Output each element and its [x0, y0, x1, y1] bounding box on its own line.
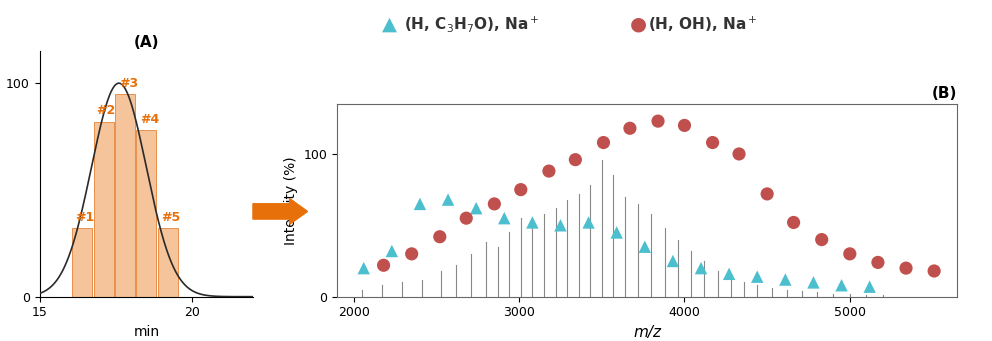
Point — [749, 274, 765, 279]
Point — [778, 277, 794, 282]
Point — [525, 220, 541, 225]
Point — [412, 201, 428, 207]
Text: (B): (B) — [931, 87, 957, 102]
Point — [731, 151, 747, 157]
Point — [693, 265, 709, 271]
Point — [541, 168, 557, 174]
Point — [580, 220, 596, 225]
Point — [567, 157, 583, 162]
Bar — [158, 228, 178, 297]
Point — [622, 125, 638, 131]
Text: ▲: ▲ — [382, 14, 397, 33]
Point — [458, 216, 474, 221]
Text: #4: #4 — [140, 113, 160, 126]
Text: #5: #5 — [162, 211, 181, 224]
Point — [356, 265, 372, 271]
X-axis label: m/z: m/z — [633, 325, 662, 340]
Bar — [94, 122, 113, 297]
Point — [486, 201, 502, 207]
Point — [609, 230, 625, 235]
Point — [786, 220, 802, 225]
Point — [704, 140, 720, 145]
Point — [404, 251, 420, 256]
Point — [595, 140, 611, 145]
Point — [637, 244, 653, 250]
Point — [553, 223, 568, 228]
Text: (H, OH), Na$^+$: (H, OH), Na$^+$ — [648, 14, 758, 33]
X-axis label: min: min — [133, 325, 160, 339]
Point — [898, 265, 914, 271]
Point — [721, 271, 737, 277]
Point — [842, 251, 858, 256]
Point — [496, 216, 512, 221]
Point — [376, 263, 392, 268]
Point — [665, 258, 681, 264]
Point — [833, 283, 849, 288]
Title: (A): (A) — [134, 35, 159, 50]
Point — [759, 191, 775, 197]
Text: (H, C$_3$H$_7$O), Na$^+$: (H, C$_3$H$_7$O), Na$^+$ — [404, 14, 540, 34]
Text: #1: #1 — [74, 211, 94, 224]
Point — [513, 187, 529, 192]
Point — [862, 284, 878, 290]
Bar — [137, 130, 156, 297]
Point — [927, 268, 942, 274]
Text: #2: #2 — [96, 104, 115, 117]
Point — [432, 234, 447, 239]
Point — [870, 260, 886, 265]
Text: ●: ● — [630, 14, 647, 33]
Point — [650, 118, 666, 124]
Bar — [72, 228, 92, 297]
Point — [468, 206, 484, 211]
Point — [440, 197, 456, 202]
Y-axis label: Intensity (%): Intensity (%) — [284, 156, 299, 244]
Point — [677, 123, 692, 128]
Point — [384, 248, 400, 254]
Text: #3: #3 — [119, 77, 138, 90]
Point — [806, 280, 821, 285]
Bar — [115, 94, 135, 297]
Point — [813, 237, 829, 242]
